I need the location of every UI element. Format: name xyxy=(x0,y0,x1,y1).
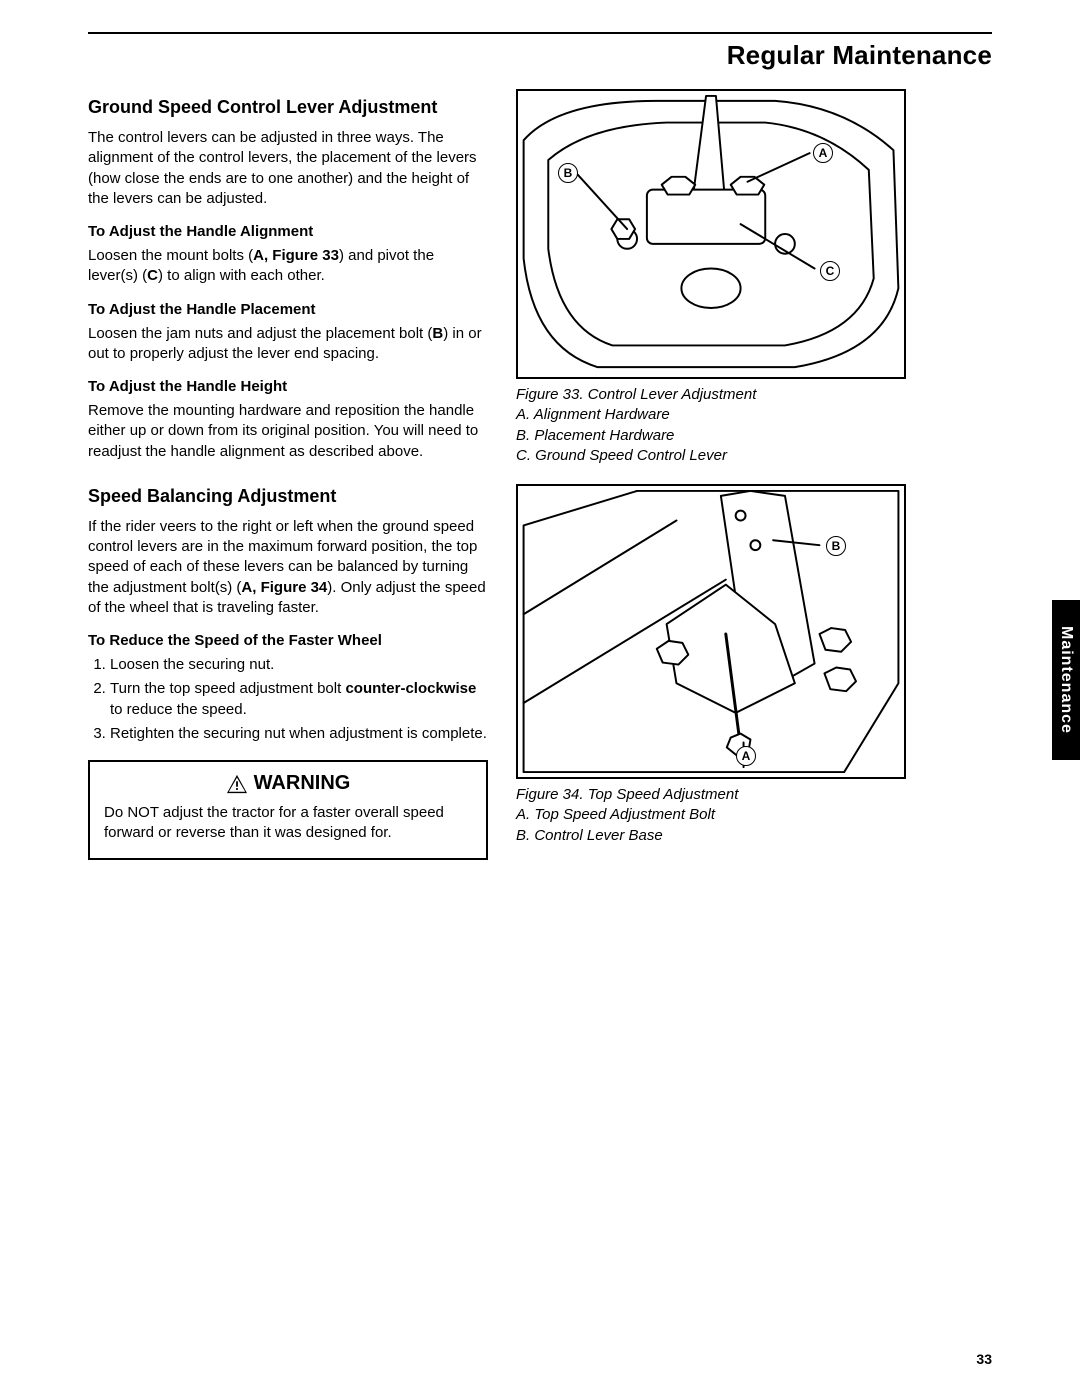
column-right: A B C Figure 33. Control Lever Adjustmen… xyxy=(516,89,916,864)
warning-label: WARNING xyxy=(254,772,351,795)
section2-title: Speed Balancing Adjustment xyxy=(88,486,488,507)
sub2-head: To Adjust the Handle Placement xyxy=(88,301,488,318)
callout-c: C xyxy=(820,261,840,281)
sub3-text: Remove the mounting hardware and reposit… xyxy=(88,401,488,462)
t: A, Figure 34 xyxy=(241,579,327,596)
step3: Retighten the securing nut when adjustme… xyxy=(110,724,488,744)
warning-icon xyxy=(226,774,248,794)
section2-intro: If the rider veers to the right or left … xyxy=(88,517,488,618)
cap-l1: Figure 33. Control Lever Adjustment xyxy=(516,386,756,403)
side-tab-label: Maintenance xyxy=(1057,626,1075,734)
callout-a2: A xyxy=(736,746,756,766)
t: B xyxy=(432,325,443,342)
steps-list: Loosen the securing nut. Turn the top sp… xyxy=(88,655,488,744)
figure-33-caption: Figure 33. Control Lever Adjustment A. A… xyxy=(516,385,916,466)
figure-34-caption: Figure 34. Top Speed Adjustment A. Top S… xyxy=(516,785,916,846)
t: A, Figure 33 xyxy=(253,247,339,264)
page: Regular Maintenance Ground Speed Control… xyxy=(0,0,1080,1397)
callout-b2: B xyxy=(826,536,846,556)
callout-a: A xyxy=(813,143,833,163)
rule-top xyxy=(88,32,992,34)
figure-34: A B xyxy=(516,484,906,779)
step1: Loosen the securing nut. xyxy=(110,655,488,675)
figure-33: A B C xyxy=(516,89,906,379)
side-tab: Maintenance xyxy=(1052,600,1080,760)
sub3-head: To Adjust the Handle Height xyxy=(88,378,488,395)
t: C xyxy=(147,267,158,284)
page-number: 33 xyxy=(976,1351,992,1367)
cap-l1: Figure 34. Top Speed Adjustment xyxy=(516,786,738,803)
figure-34-drawing xyxy=(518,486,904,777)
cap-l2: A. Alignment Hardware xyxy=(516,406,670,423)
cap-l3: B. Placement Hardware xyxy=(516,427,674,444)
column-left: Ground Speed Control Lever Adjustment Th… xyxy=(88,89,488,864)
section1-intro: The control levers can be adjusted in th… xyxy=(88,128,488,209)
t: Turn the top speed adjustment bolt xyxy=(110,680,345,697)
page-title: Regular Maintenance xyxy=(88,40,992,71)
warning-box: WARNING Do NOT adjust the tractor for a … xyxy=(88,760,488,860)
sub-reduce-head: To Reduce the Speed of the Faster Wheel xyxy=(88,632,488,649)
t: Loosen the mount bolts ( xyxy=(88,247,253,264)
section1-title: Ground Speed Control Lever Adjustment xyxy=(88,97,488,118)
t: to reduce the speed. xyxy=(110,701,247,718)
sub2-text: Loosen the jam nuts and adjust the place… xyxy=(88,324,488,365)
sub1-text: Loosen the mount bolts (A, Figure 33) an… xyxy=(88,246,488,287)
step2: Turn the top speed adjustment bolt count… xyxy=(110,679,488,720)
warning-head: WARNING xyxy=(104,772,472,795)
columns: Ground Speed Control Lever Adjustment Th… xyxy=(88,89,992,864)
t: ) to align with each other. xyxy=(158,267,325,284)
callout-b: B xyxy=(558,163,578,183)
t: counter-clockwise xyxy=(345,680,476,697)
t: Loosen the jam nuts and adjust the place… xyxy=(88,325,432,342)
cap-l4: C. Ground Speed Control Lever xyxy=(516,447,727,464)
cap-l3: B. Control Lever Base xyxy=(516,827,663,844)
cap-l2: A. Top Speed Adjustment Bolt xyxy=(516,806,715,823)
warning-text: Do NOT adjust the tractor for a faster o… xyxy=(104,803,472,844)
figure-33-drawing xyxy=(518,91,904,377)
sub1-head: To Adjust the Handle Alignment xyxy=(88,223,488,240)
